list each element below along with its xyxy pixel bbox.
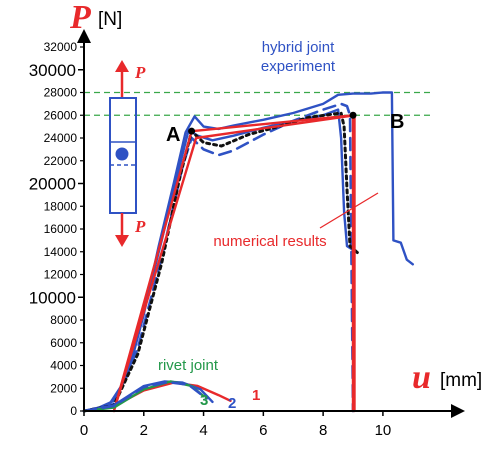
series-line-10: [82, 380, 208, 413]
point-a-marker: [188, 127, 196, 135]
y-axis-unit: [N]: [98, 9, 122, 30]
load-label-top: P: [134, 63, 146, 82]
x-axis-symbol: u: [412, 359, 431, 396]
rivet-dot: [115, 147, 129, 161]
y-tick-label-minor: 6000: [50, 336, 77, 350]
series-line-4: [82, 111, 361, 413]
x-axis-unit: [mm]: [440, 370, 482, 391]
y-tick-label-major: 20000: [29, 175, 76, 194]
y-tick-label-minor: 0: [70, 404, 77, 418]
load-arrow-bottom-head: [115, 235, 129, 247]
x-tick-label: 2: [140, 422, 148, 439]
series-layer: [82, 91, 414, 413]
x-tick-label: 4: [199, 422, 207, 439]
y-tick-label-minor: 2000: [50, 381, 77, 395]
x-tick-label: 0: [80, 422, 88, 439]
y-tick-label-minor: 8000: [50, 313, 77, 327]
marked-points: [188, 111, 357, 135]
x-tick-label: 8: [319, 422, 327, 439]
y-tick-label-minor: 12000: [44, 268, 78, 282]
y-tick-label-minor: 26000: [44, 108, 78, 122]
x-tick-label: 10: [375, 422, 392, 439]
hybrid-label-line1: hybrid joint: [262, 39, 335, 56]
numerical-label: numerical results: [213, 233, 326, 250]
x-tick-label: 6: [259, 422, 267, 439]
y-tick-label-minor: 22000: [44, 154, 78, 168]
y-tick-label-minor: 18000: [44, 199, 78, 213]
y-tick-label-minor: 24000: [44, 131, 78, 145]
y-ticks: 3000020000100003200028000260002400022000…: [29, 40, 84, 418]
specimen-diagram: P P: [109, 60, 146, 247]
series-line-6: [112, 114, 356, 413]
series-line-3: [82, 102, 355, 413]
x-ticks: 0 2 4 6 8 10: [80, 411, 391, 439]
curve-2-label: 2: [228, 395, 236, 412]
y-tick-label-minor: 16000: [44, 222, 78, 236]
curve-3-label: 3: [200, 392, 208, 409]
y-tick-label-minor: 14000: [44, 245, 78, 259]
y-tick-label-major: 10000: [29, 288, 76, 307]
y-tick-label-minor: 32000: [44, 40, 78, 54]
load-label-bottom: P: [134, 217, 146, 236]
rivet-label: rivet joint: [158, 357, 219, 374]
curve-1-label: 1: [252, 387, 260, 404]
y-tick-label-major: 30000: [29, 61, 76, 80]
numerical-pointer: [319, 192, 379, 229]
load-arrow-top-head: [115, 60, 129, 72]
hybrid-label-line2: experiment: [261, 58, 336, 75]
y-axis-symbol: P: [69, 0, 91, 36]
series-line-5: [112, 114, 355, 413]
point-b-marker: [349, 111, 357, 119]
y-tick-label-minor: 28000: [44, 86, 78, 100]
point-a-label: A: [166, 124, 180, 146]
y-tick-label-minor: 4000: [50, 359, 77, 373]
point-b-label: B: [390, 111, 404, 133]
